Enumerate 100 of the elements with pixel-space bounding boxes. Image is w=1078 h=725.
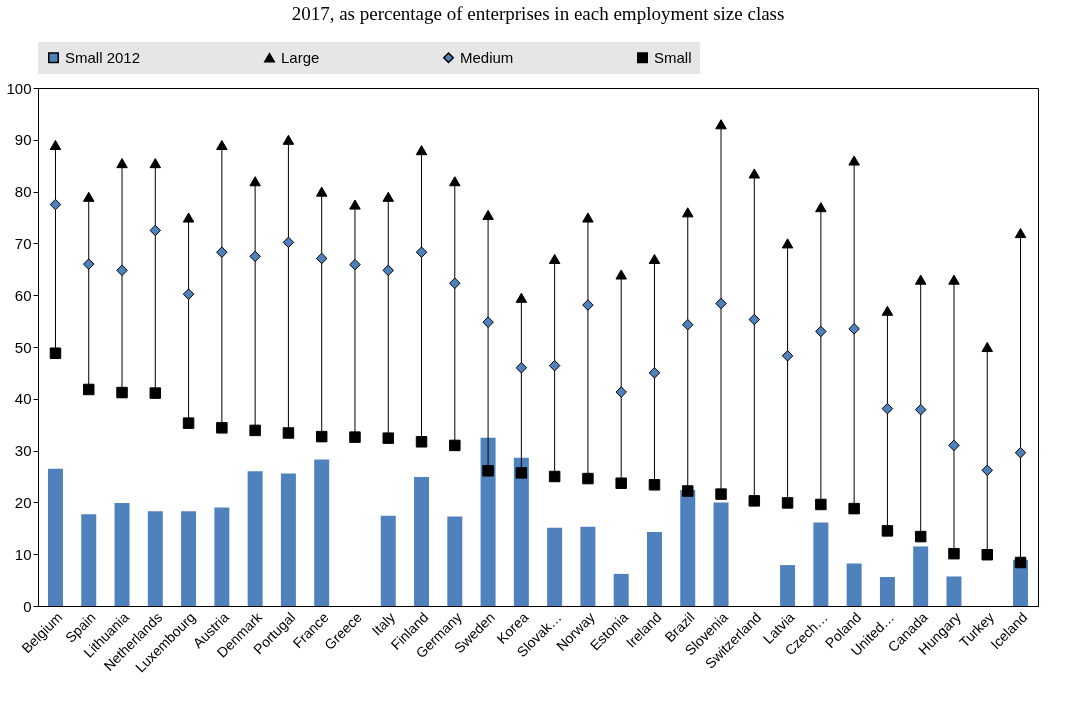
point <box>848 323 860 335</box>
point <box>49 198 62 211</box>
bar <box>147 511 163 606</box>
bar <box>780 565 796 606</box>
point <box>282 427 295 439</box>
point <box>914 403 927 416</box>
point <box>715 297 727 310</box>
point <box>781 238 794 249</box>
point <box>482 465 494 477</box>
y-tick-label: 20 <box>14 493 32 511</box>
point <box>415 145 428 156</box>
y-tick-label: 80 <box>14 183 32 201</box>
bar <box>214 507 230 606</box>
point <box>449 439 461 452</box>
point <box>582 472 594 485</box>
point <box>815 325 827 338</box>
point <box>83 383 95 396</box>
point <box>881 305 894 316</box>
bar <box>314 459 330 606</box>
point <box>1014 556 1027 569</box>
point <box>482 209 494 220</box>
point <box>382 264 394 277</box>
bar <box>280 473 296 606</box>
point <box>914 274 927 285</box>
point <box>449 277 461 290</box>
point <box>582 299 594 311</box>
bar <box>713 502 729 606</box>
legend-label: Large <box>281 48 320 66</box>
bar <box>613 573 629 606</box>
point <box>349 431 361 443</box>
point <box>282 236 295 249</box>
point <box>515 467 528 479</box>
point <box>149 387 162 399</box>
point <box>415 436 428 448</box>
point <box>715 488 727 500</box>
point <box>648 253 661 264</box>
point <box>548 253 561 264</box>
point <box>548 470 561 483</box>
point <box>382 191 394 202</box>
point <box>149 224 162 237</box>
point <box>515 292 528 303</box>
y-tick-label: 70 <box>14 234 32 252</box>
point <box>482 316 494 328</box>
bar <box>547 527 563 606</box>
bar <box>646 531 662 606</box>
point <box>815 202 827 213</box>
bar <box>380 515 396 606</box>
point <box>582 212 594 223</box>
bar <box>47 468 63 606</box>
y-tick-label: 90 <box>14 131 32 149</box>
point <box>914 530 927 543</box>
bar <box>114 502 130 606</box>
point <box>948 274 960 285</box>
point <box>615 269 627 280</box>
y-tick-label: 10 <box>14 545 32 563</box>
bar <box>879 576 895 606</box>
y-tick-label: 50 <box>14 338 32 356</box>
point <box>382 432 394 444</box>
point <box>682 318 694 331</box>
point <box>948 439 960 452</box>
point <box>981 341 993 353</box>
point <box>548 359 561 372</box>
point <box>116 158 128 169</box>
point <box>748 313 761 326</box>
point <box>83 258 95 270</box>
point <box>182 288 195 300</box>
bar <box>580 526 596 606</box>
point <box>182 212 195 223</box>
point <box>615 477 627 489</box>
legend-label: Medium <box>460 48 514 66</box>
point <box>615 386 627 398</box>
bar <box>414 477 430 606</box>
point <box>682 485 694 497</box>
point <box>781 350 794 362</box>
bar <box>81 514 97 606</box>
bar <box>181 511 197 606</box>
point <box>216 422 228 434</box>
y-tick-label: 0 <box>23 597 32 615</box>
y-tick-label: 30 <box>14 442 32 460</box>
point <box>349 199 361 210</box>
bar <box>680 489 696 606</box>
point <box>682 207 694 218</box>
point <box>315 252 328 265</box>
chart-title: 2017, as percentage of enterprises in each employment size class <box>291 3 785 24</box>
point <box>49 347 62 359</box>
point <box>748 495 761 507</box>
point <box>249 250 261 263</box>
point <box>116 264 128 277</box>
point <box>881 402 894 415</box>
point <box>249 424 261 437</box>
point <box>349 258 361 271</box>
point <box>815 498 827 511</box>
point <box>848 502 860 515</box>
bar <box>447 516 463 606</box>
point <box>83 191 95 202</box>
y-tick-label: 40 <box>14 390 32 408</box>
point <box>49 139 62 151</box>
point <box>149 158 162 169</box>
legend-label: Small 2012 <box>65 48 141 66</box>
point <box>249 176 261 187</box>
